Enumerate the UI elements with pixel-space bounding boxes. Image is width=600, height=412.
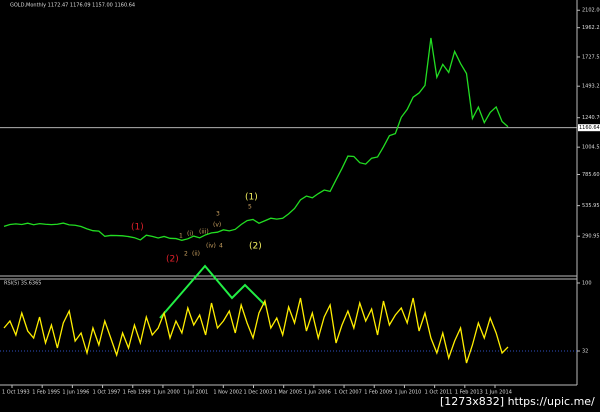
y-tick-label: 2102.00: [582, 8, 600, 14]
y-tick-label: 1240.70: [582, 115, 600, 121]
y-tick-label: 1493.25: [582, 84, 600, 90]
y-tick-label: 1962.25: [582, 25, 600, 31]
wave-label: 5: [248, 204, 252, 211]
x-tick-label: 1 Jun 2014: [485, 390, 512, 396]
wave-label: 3: [216, 211, 220, 218]
wave-label: (iv): [206, 243, 216, 250]
wave-zigzag: [159, 264, 266, 319]
x-tick-label: 1 Jul 2001: [183, 390, 208, 396]
wave-label: (ii): [192, 251, 200, 258]
y-tick-label: 785.60: [582, 172, 600, 178]
x-tick-label: 1 Feb 1999: [123, 390, 151, 396]
wave-label: (v): [213, 222, 221, 229]
wave-label: (iii): [199, 229, 209, 236]
wave-label: (1): [131, 223, 144, 233]
x-tick-label: 1 Jun 1996: [62, 390, 89, 396]
x-tick-label: 1 Mar 2005: [274, 390, 303, 396]
current-price-box: [578, 124, 600, 132]
watermark: [1273x832] https://upic.me/: [440, 395, 595, 408]
wave-label: 4: [219, 243, 223, 250]
x-tick-label: 1 Oct 1997: [93, 390, 121, 396]
wave-label: (1): [245, 193, 258, 203]
rsi-title: RSI(5) 35.6365: [4, 281, 41, 287]
chart-header: GOLD,Monthly 1172.47 1176.09 1157.00 116…: [10, 3, 135, 9]
x-tick-label: 1 Jun 2000: [153, 390, 180, 396]
x-tick-label: 1 Nov 2002: [213, 390, 242, 396]
wave-label: (2): [249, 242, 262, 252]
x-tick-label: 1 Feb 1995: [32, 390, 60, 396]
x-tick-label: 1 Oct 2007: [334, 390, 362, 396]
series-line: [3, 297, 509, 364]
x-tick-label: 1 Jun 2006: [304, 390, 331, 396]
x-tick-label: 1 Dec 2003: [244, 390, 273, 396]
y-tick-label: 1727.55: [582, 54, 600, 60]
x-tick-label: 1 Jun 2010: [394, 390, 421, 396]
y-tick-label: 1004.55: [582, 145, 600, 151]
y-tick-label: 535.95: [582, 203, 600, 209]
y-tick-label: 32: [582, 349, 588, 355]
x-tick-label: 1 Feb 2013: [455, 390, 483, 396]
x-tick-label: 1 Oct 1993: [2, 390, 30, 396]
series-line: [3, 37, 509, 241]
wave-label: 1: [179, 233, 183, 240]
current-price-label: 1160.64: [579, 125, 600, 131]
x-tick-label: 1 Oct 2011: [425, 390, 453, 396]
y-tick-label: 290.95: [582, 234, 600, 240]
wave-label: (i): [187, 231, 193, 238]
x-tick-label: 1 Feb 2009: [364, 390, 392, 396]
y-tick-label: 100: [582, 281, 592, 287]
wave-label: (2): [166, 255, 179, 265]
wave-label: 2: [184, 251, 188, 258]
